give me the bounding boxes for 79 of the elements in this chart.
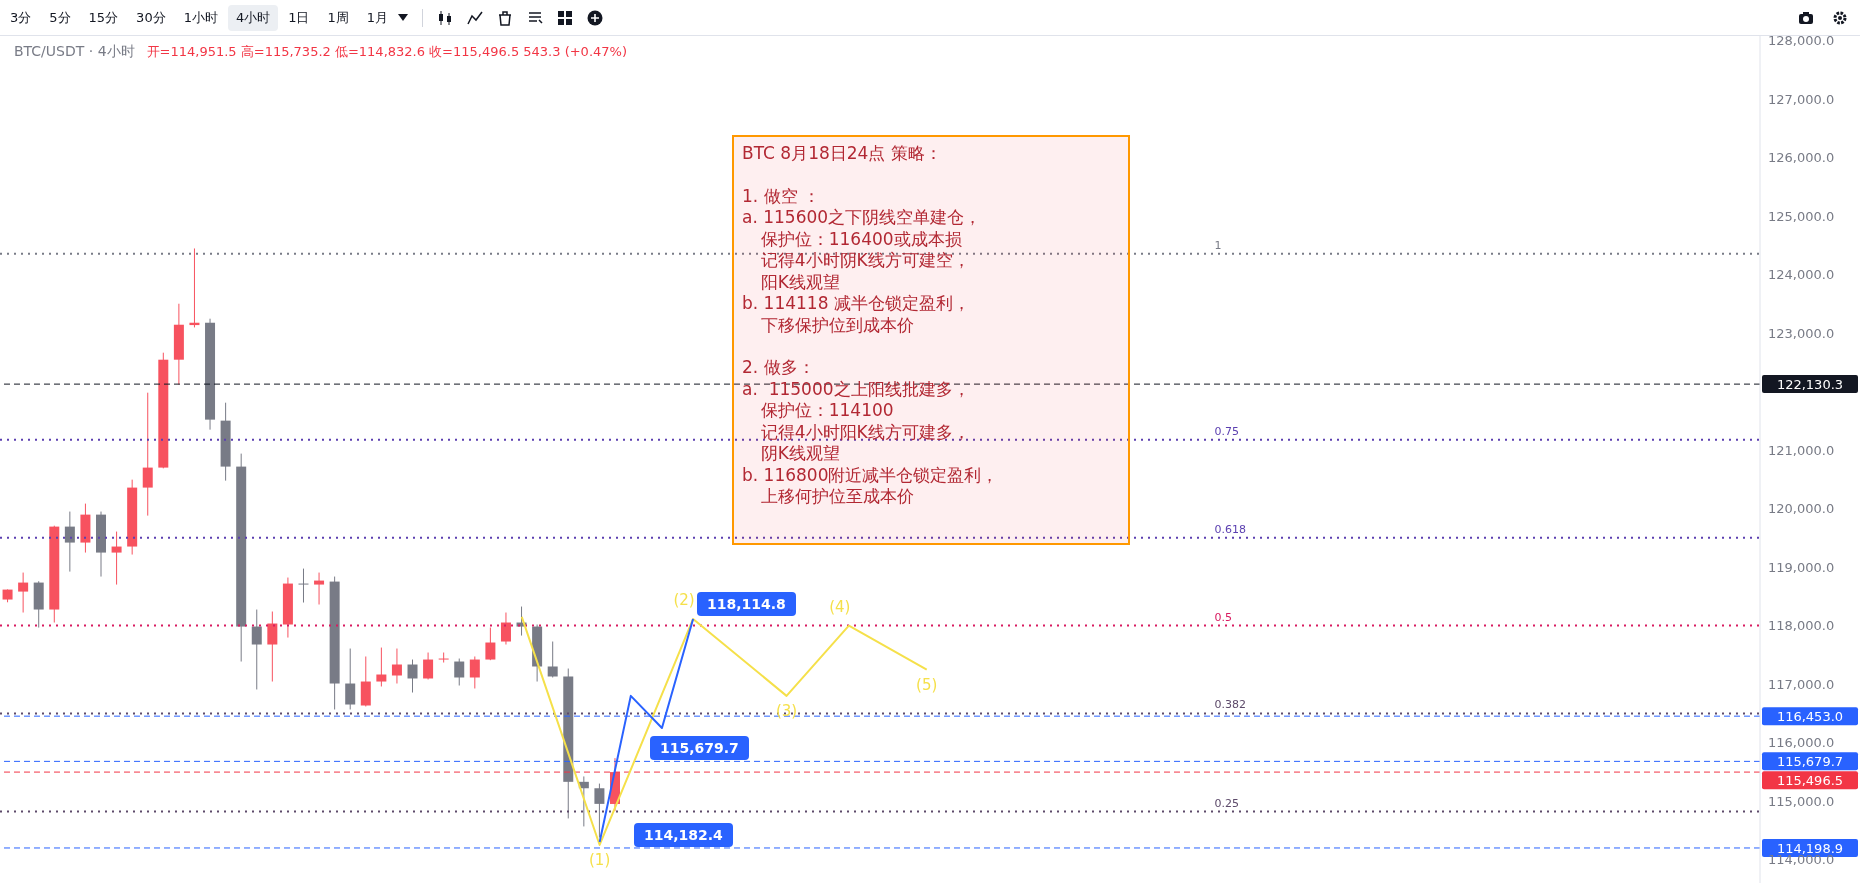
candlestick [345, 648, 356, 710]
ref-line-label: 115,679.7 [1776, 754, 1844, 770]
candlestick [64, 511, 75, 573]
annotation: 保护位：114100 [759, 400, 895, 422]
ref-line-label: 0.618 [1214, 522, 1246, 536]
candlestick [298, 568, 309, 604]
text: 1周 [326, 8, 350, 27]
y-tick-label: 128,000.0 [1768, 33, 1835, 49]
annotation: 115,679.7 [650, 736, 749, 760]
candlestick [500, 612, 511, 646]
y-tick-label: 115,000.0 [1768, 793, 1835, 809]
candlestick [423, 652, 434, 680]
annotation: (2) [672, 590, 696, 609]
annotation: 114,182.4 [634, 823, 733, 847]
y-tick-label: 124,000.0 [1768, 267, 1835, 283]
annotation: (1) [588, 850, 612, 869]
ref-line-label: 0.382 [1214, 698, 1246, 712]
annotation: 上移何护位至成本价 [759, 486, 915, 508]
y-tick-label: 125,000.0 [1768, 208, 1835, 224]
annotation: (4) [828, 597, 852, 616]
annotation: 阴K线观望 [759, 443, 841, 465]
candlestick [438, 652, 449, 664]
candlestick [360, 656, 371, 707]
candlestick [111, 531, 122, 586]
y-tick-label: 118,000.0 [1768, 618, 1835, 634]
ref-line-label: 0.75 [1214, 424, 1239, 438]
y-tick-label: 127,000.0 [1768, 91, 1835, 107]
text: BTC/USDT · 4小时 [14, 43, 135, 59]
annotation: (3) [774, 701, 799, 720]
candlestick [267, 611, 278, 683]
y-tick-label: 116,000.0 [1768, 735, 1835, 751]
annotation: 保护位：116400或成本损 [759, 228, 963, 250]
annotation: 阳K线观望 [759, 271, 841, 293]
y-tick-label: 121,000.0 [1768, 442, 1835, 458]
candlestick [391, 648, 402, 685]
annotation: a. 115600之下阴线空单建仓， [742, 207, 983, 229]
ref-line-label: 0.5 [1214, 610, 1232, 624]
ref-line-label: 0.25 [1214, 796, 1239, 810]
ref-line-label: 122,130.3 [1776, 377, 1844, 393]
annotation: 2. 做多： [742, 357, 816, 379]
candlestick [314, 572, 325, 606]
candlestick [142, 392, 153, 517]
ref-line-label: 116,453.0 [1776, 709, 1844, 725]
text: 15分 [87, 8, 120, 27]
candlestick [18, 572, 29, 614]
candlestick [547, 641, 558, 678]
annotation: a. 115000之上阳线批建多， [742, 378, 971, 400]
candlestick [485, 627, 496, 661]
y-tick-label: 126,000.0 [1768, 150, 1835, 166]
text: 5分 [48, 8, 72, 27]
text: 1日 [287, 8, 311, 27]
annotation: 记得4小时阳K线方可建多， [759, 421, 971, 443]
candlestick [469, 656, 480, 689]
y-tick-label: 123,000.0 [1768, 325, 1835, 341]
candlestick [251, 609, 262, 690]
annotation: 记得4小时阴K线方可建空， [759, 250, 971, 272]
candlestick [376, 647, 387, 687]
ref-line-label: 115,496.5 [1776, 773, 1844, 789]
y-tick-label: 119,000.0 [1768, 559, 1835, 575]
candlestick [454, 658, 465, 686]
annotation: (5) [915, 675, 939, 694]
y-tick-label: 120,000.0 [1768, 501, 1835, 517]
annotation: b. 116800附近减半仓锁定盈利， [742, 464, 1000, 486]
ref-line-label: 1 [1214, 238, 1222, 252]
text: 30分 [135, 8, 167, 27]
text: 4小时 [227, 4, 279, 31]
annotation: BTC 8月18日24点 策略： [742, 143, 943, 165]
annotation: 下移保护位到成本价 [759, 314, 915, 336]
annotation: 1. 做空 ： [742, 185, 822, 207]
candlestick [407, 659, 418, 694]
annotation: 118,114.8 [697, 592, 796, 616]
text: 3分 [9, 8, 33, 27]
text: 1月 [365, 8, 390, 27]
candlestick [594, 783, 605, 838]
annotation: b. 114118 减半仓锁定盈利， [742, 293, 971, 315]
text: 1小时 [182, 8, 219, 27]
text: 开=114,951.5 高=115,735.2 低=114,832.6 收=115,496.5 543.3 (+0.47%) [146, 44, 627, 59]
y-tick-label: 117,000.0 [1768, 676, 1835, 692]
ref-line-label: 114,198.9 [1776, 840, 1844, 856]
